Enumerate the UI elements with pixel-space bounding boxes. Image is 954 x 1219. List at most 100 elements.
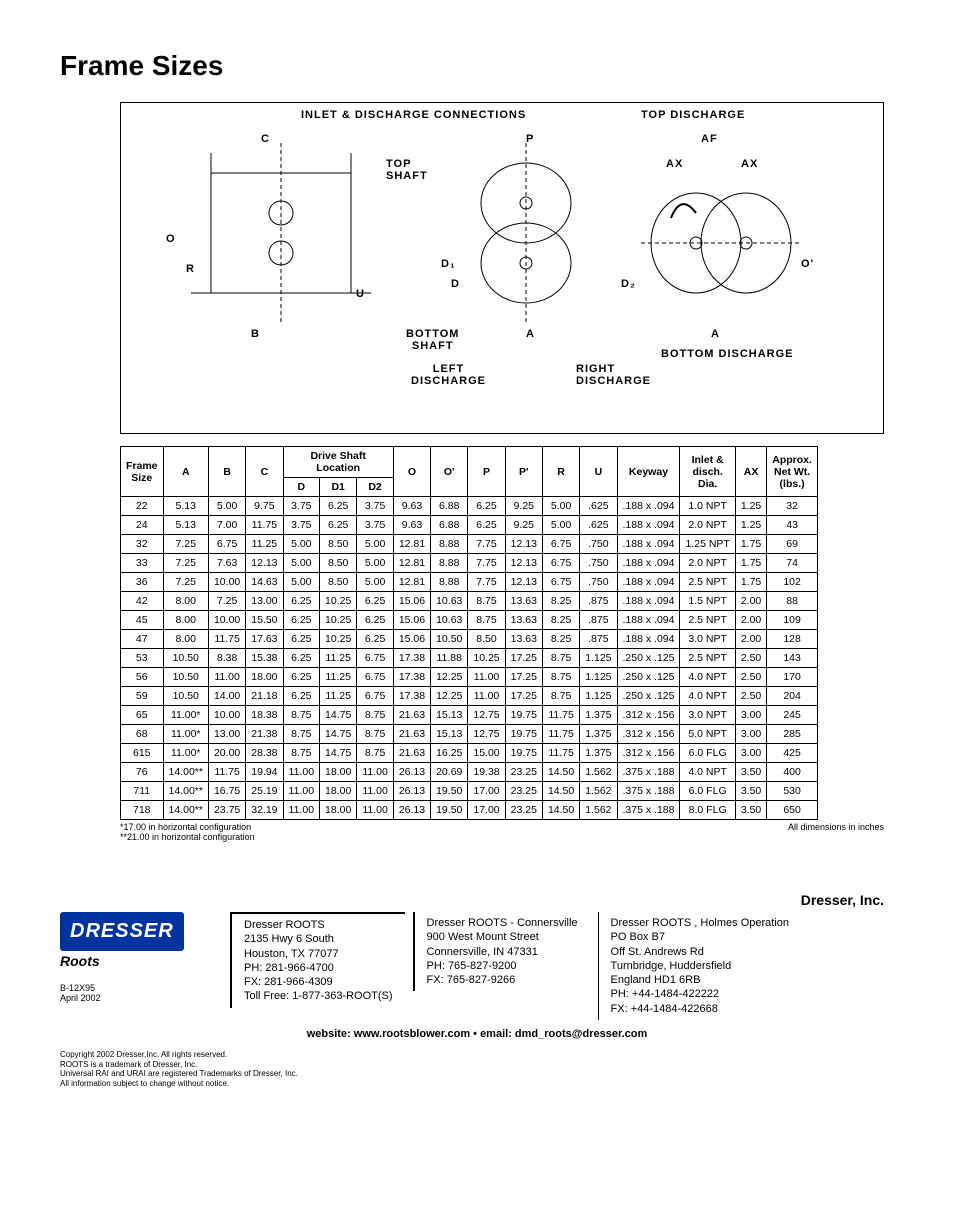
table-cell: 5.13: [163, 497, 208, 516]
table-cell: 3.0 NPT: [680, 630, 735, 649]
table-row: 337.257.6312.135.008.505.0012.818.887.75…: [121, 554, 818, 573]
table-cell: 19.94: [246, 763, 283, 782]
table-cell: 6.88: [431, 516, 468, 535]
table-cell: 9.63: [393, 497, 430, 516]
table-cell: 18.00: [320, 782, 357, 801]
table-cell: 2.50: [735, 668, 766, 687]
table-cell: .312 x .156: [617, 725, 680, 744]
table-cell: 8.75: [542, 668, 579, 687]
table-cell: 21.38: [246, 725, 283, 744]
table-cell: 45: [121, 611, 164, 630]
table-cell: 69: [767, 535, 818, 554]
table-cell: 425: [767, 744, 818, 763]
table-row: 367.2510.0014.635.008.505.0012.818.887.7…: [121, 573, 818, 592]
table-cell: 5.00: [283, 554, 320, 573]
table-cell: 7.00: [208, 516, 245, 535]
table-cell: 3.00: [735, 725, 766, 744]
table-cell: 1.125: [580, 668, 617, 687]
table-cell: 6.25: [357, 592, 394, 611]
table-cell: 6.25: [283, 668, 320, 687]
table-cell: 2.50: [735, 687, 766, 706]
table-cell: 7.25: [163, 554, 208, 573]
table-cell: 32.19: [246, 801, 283, 820]
table-cell: 10.25: [320, 611, 357, 630]
col-a: A: [163, 447, 208, 497]
table-cell: 4.0 NPT: [680, 687, 735, 706]
table-cell: 10.50: [163, 649, 208, 668]
table-cell: 17.63: [246, 630, 283, 649]
table-cell: .188 x .094: [617, 535, 680, 554]
table-cell: 15.50: [246, 611, 283, 630]
table-row: 71114.00**16.7525.1911.0018.0011.0026.13…: [121, 782, 818, 801]
table-cell: 8.75: [283, 744, 320, 763]
table-row: 478.0011.7517.636.2510.256.2515.0610.508…: [121, 630, 818, 649]
table-row: 61511.00*20.0028.388.7514.758.7521.6316.…: [121, 744, 818, 763]
table-cell: 20.69: [431, 763, 468, 782]
table-cell: .188 x .094: [617, 573, 680, 592]
table-cell: 11.00: [283, 763, 320, 782]
table-cell: 8.25: [542, 592, 579, 611]
table-cell: 14.00**: [163, 782, 208, 801]
table-cell: 11.75: [542, 725, 579, 744]
table-cell: .875: [580, 592, 617, 611]
table-cell: 8.50: [320, 573, 357, 592]
table-cell: 2.50: [735, 649, 766, 668]
table-cell: 12.81: [393, 573, 430, 592]
table-cell: 19.50: [431, 782, 468, 801]
table-cell: 128: [767, 630, 818, 649]
table-cell: 15.00: [468, 744, 505, 763]
table-cell: 11.00*: [163, 706, 208, 725]
table-cell: 1.75: [735, 535, 766, 554]
table-cell: 12.75: [468, 725, 505, 744]
col-u: U: [580, 447, 617, 497]
table-cell: 7.25: [163, 573, 208, 592]
table-cell: 1.0 NPT: [680, 497, 735, 516]
col-oprime: O': [431, 447, 468, 497]
table-cell: 17.38: [393, 649, 430, 668]
table-cell: 8.75: [283, 706, 320, 725]
table-cell: 6.25: [468, 497, 505, 516]
table-cell: 23.25: [505, 801, 542, 820]
col-pprime: P': [505, 447, 542, 497]
table-cell: 10.63: [431, 611, 468, 630]
table-cell: 8.75: [468, 611, 505, 630]
table-cell: .375 x .188: [617, 801, 680, 820]
table-cell: 11.00*: [163, 744, 208, 763]
table-cell: 2.5 NPT: [680, 611, 735, 630]
label-inlet-discharge: INLET & DISCHARGE CONNECTIONS: [301, 109, 526, 121]
table-cell: 10.50: [163, 687, 208, 706]
table-cell: .250 x .125: [617, 649, 680, 668]
dim-d: D: [451, 278, 460, 290]
table-cell: 17.38: [393, 687, 430, 706]
table-cell: .625: [580, 497, 617, 516]
table-row: 428.007.2513.006.2510.256.2515.0610.638.…: [121, 592, 818, 611]
table-cell: .750: [580, 535, 617, 554]
table-cell: 11.75: [208, 630, 245, 649]
table-row: 71814.00**23.7532.1911.0018.0011.0026.13…: [121, 801, 818, 820]
table-cell: 3.75: [357, 497, 394, 516]
table-cell: 1.375: [580, 706, 617, 725]
table-cell: 3.50: [735, 782, 766, 801]
table-cell: 5.00: [542, 497, 579, 516]
table-cell: 14.50: [542, 801, 579, 820]
table-cell: 11.00: [357, 763, 394, 782]
table-cell: .312 x .156: [617, 706, 680, 725]
table-cell: 8.50: [468, 630, 505, 649]
table-cell: 11.25: [246, 535, 283, 554]
col-d2: D2: [357, 478, 394, 497]
table-row: 245.137.0011.753.756.253.759.636.886.259…: [121, 516, 818, 535]
table-cell: .188 x .094: [617, 611, 680, 630]
col-ax: AX: [735, 447, 766, 497]
table-cell: 74: [767, 554, 818, 573]
table-cell: 20.00: [208, 744, 245, 763]
label-left-discharge: LEFT DISCHARGE: [411, 363, 486, 387]
table-cell: 23.25: [505, 782, 542, 801]
table-cell: 109: [767, 611, 818, 630]
table-cell: 6.25: [357, 611, 394, 630]
table-cell: 5.00: [357, 573, 394, 592]
table-cell: 12.25: [431, 668, 468, 687]
table-cell: 245: [767, 706, 818, 725]
table-cell: 8.75: [283, 725, 320, 744]
table-cell: 8.00: [163, 630, 208, 649]
top-view-icon: [641, 163, 801, 323]
